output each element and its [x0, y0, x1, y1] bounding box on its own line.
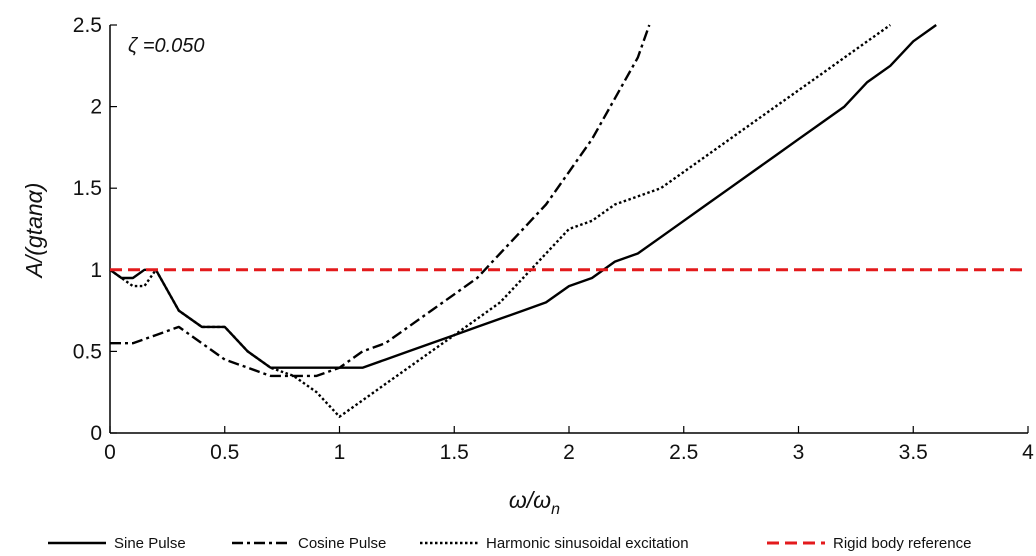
- legend-label-sine-pulse: Sine Pulse: [114, 535, 186, 552]
- y-axis-label: A/(gtanα): [21, 183, 47, 280]
- y-tick-label: 1.5: [73, 177, 102, 200]
- damping-ratio-annotation: ζ =0.050: [128, 35, 205, 57]
- x-tick-label: 0.5: [210, 441, 239, 464]
- series-layer: [109, 24, 1028, 418]
- y-tick-label: 1: [90, 259, 102, 282]
- axis-ticks: 0 0.5 1 1.5 2 2.5 3 3.5 4 0 0.5 1 1.5 2 2.5: [73, 14, 1034, 464]
- svg-text:ω/ωn: ω/ωn: [509, 487, 560, 518]
- series-line-cosine-pulse: [110, 24, 651, 378]
- legend-label-harmonic-sinusoidal-excitation: Harmonic sinusoidal excitation: [486, 535, 689, 552]
- series-line-sine-pulse: [109, 24, 937, 369]
- x-tick-label: 0: [104, 441, 116, 464]
- x-axis-label-main: ω/ω: [509, 487, 551, 513]
- x-tick-label: 3.5: [899, 441, 928, 464]
- x-tick-label: 3: [793, 441, 805, 464]
- x-axis-label: ω/ωn: [509, 487, 560, 518]
- x-axis-label-subscript: n: [551, 501, 560, 518]
- y-tick-label: 2.5: [73, 14, 102, 37]
- x-tick-label: 2.5: [669, 441, 698, 464]
- legend-label-cosine-pulse: Cosine Pulse: [298, 535, 386, 552]
- x-tick-label: 1.5: [440, 441, 469, 464]
- legend: Sine Pulse Cosine Pulse Harmonic sinusoida…: [48, 535, 971, 552]
- series-line-harmonic-sinusoidal-excitation: [109, 24, 891, 418]
- y-tick-label: 2: [90, 96, 102, 119]
- plot-area: [109, 25, 1028, 434]
- x-tick-label: 4: [1022, 441, 1034, 464]
- y-tick-label: 0: [90, 422, 102, 445]
- x-tick-label: 1: [334, 441, 346, 464]
- y-tick-label: 0.5: [73, 340, 102, 363]
- x-tick-label: 2: [563, 441, 575, 464]
- legend-label-rigid-body-reference: Rigid body reference: [833, 535, 971, 552]
